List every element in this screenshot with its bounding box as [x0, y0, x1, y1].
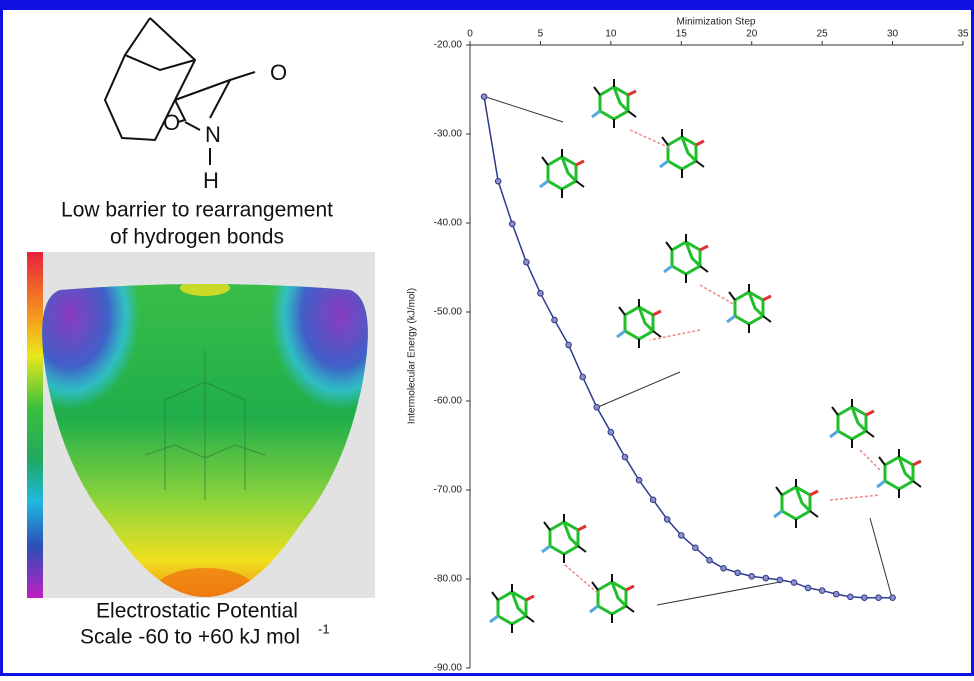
atom-label: O [270, 60, 287, 85]
point [890, 595, 896, 601]
point [650, 497, 656, 503]
point [819, 588, 825, 594]
point [552, 317, 558, 323]
point [735, 570, 741, 576]
point [791, 580, 797, 586]
caption: of hydrogen bonds [110, 226, 284, 249]
esp-caption: Electrostatic Potential [96, 600, 298, 623]
y-tick-label: -70.00 [434, 485, 463, 496]
x-tick-label: 15 [676, 29, 688, 40]
x-tick-label: 30 [887, 29, 899, 40]
point [678, 533, 684, 539]
point [608, 429, 614, 435]
point [594, 404, 600, 410]
y-tick-label: -30.00 [434, 129, 463, 140]
atom-label: O [163, 110, 180, 135]
x-tick-label: 0 [467, 29, 473, 40]
x-tick-label: 10 [605, 29, 617, 40]
atom-label: H [203, 168, 219, 193]
point [848, 594, 854, 600]
point [777, 577, 783, 583]
y-tick-label: -60.00 [434, 396, 463, 407]
point [693, 545, 699, 551]
structure [105, 18, 255, 165]
point [509, 221, 515, 227]
molecule-images [490, 79, 921, 633]
point [636, 477, 642, 483]
esp-superscript: -1 [318, 621, 330, 636]
atom-label: N [205, 122, 221, 147]
x-tick-label: 5 [538, 29, 544, 40]
point [664, 517, 670, 523]
y-axis-label: Intermolecular Energy (kJ/mol) [407, 288, 418, 424]
y-tick-label: -80.00 [434, 574, 463, 585]
point [580, 374, 586, 380]
point [481, 94, 487, 100]
esp-map [0, 220, 410, 612]
x-axis-label: Minimization Step [677, 17, 756, 28]
point [622, 454, 628, 460]
figure: O O N H Low barrier to rearrangement of … [0, 0, 974, 676]
y-tick-label: -40.00 [434, 218, 463, 229]
point [833, 591, 839, 597]
x-tick-label: 25 [817, 29, 829, 40]
point [721, 566, 727, 572]
point [749, 574, 755, 580]
caption: Low barrier to rearrangement [61, 199, 333, 222]
y-tick-label: -20.00 [434, 40, 463, 51]
point [566, 342, 572, 348]
point [876, 595, 882, 601]
point [495, 178, 501, 184]
y-tick-label: -90.00 [434, 663, 463, 674]
y-tick-label: -50.00 [434, 307, 463, 318]
point [763, 575, 769, 581]
point [538, 291, 544, 297]
esp-caption: Scale -60 to +60 kJ mol [80, 626, 300, 649]
point [707, 558, 713, 564]
frame-top [0, 0, 974, 10]
x-tick-label: 35 [957, 29, 969, 40]
point [805, 585, 811, 591]
point [862, 595, 868, 601]
point [524, 259, 530, 265]
x-tick-label: 20 [746, 29, 758, 40]
